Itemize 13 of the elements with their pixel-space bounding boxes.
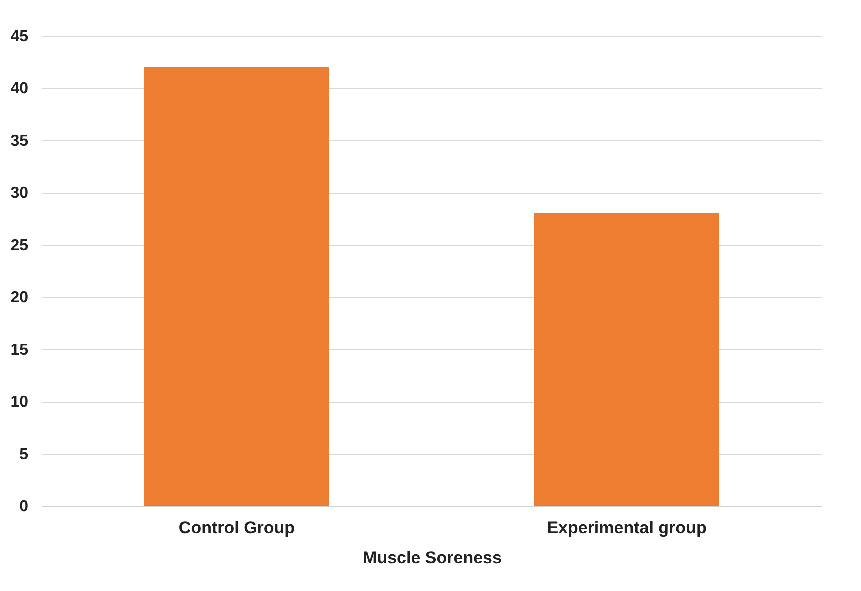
- y-tick-label: 0: [20, 498, 29, 516]
- y-tick-label: 30: [10, 185, 29, 202]
- y-tick-label: 15: [10, 342, 29, 359]
- x-tick-label: Control Group: [178, 518, 296, 538]
- y-tick-label: 20: [10, 290, 29, 307]
- y-tick-label: 40: [10, 80, 29, 98]
- y-tick-label: 25: [10, 237, 29, 254]
- x-axis-title: Muscle Soreness: [363, 548, 502, 568]
- y-tick-label: 35: [10, 132, 29, 150]
- y-tick-label: 45: [10, 28, 29, 46]
- y-tick-label: 10: [10, 394, 29, 412]
- x-tick-label: Experimental group: [547, 518, 707, 538]
- y-tick-label: 5: [20, 446, 29, 464]
